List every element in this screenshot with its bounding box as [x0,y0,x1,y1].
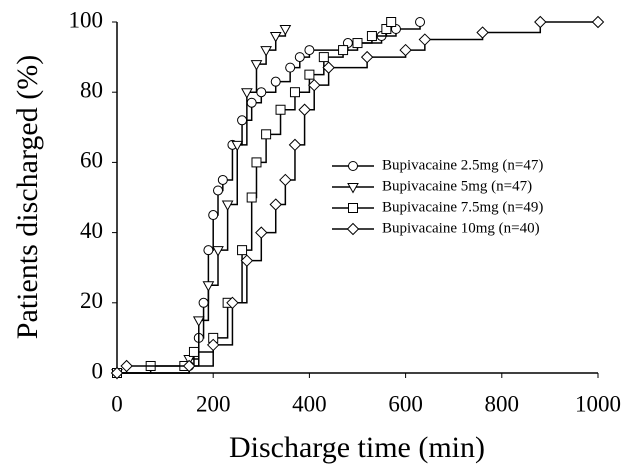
marker [206,338,220,352]
y-tick-label: 80 [80,77,103,102]
marker [275,104,286,115]
marker [237,115,248,126]
marker [270,76,281,87]
legend-marker [348,161,358,171]
y-tick-label: 0 [92,358,104,383]
marker [212,246,224,257]
marker [591,15,605,29]
x-tick-label: 0 [111,391,123,416]
y-tick-label: 100 [69,7,104,32]
marker [304,45,315,56]
marker [188,346,199,357]
marker [418,33,432,46]
marker [260,46,272,57]
marker [338,45,349,56]
marker [279,173,292,187]
marker [289,87,300,98]
marker [208,210,219,221]
y-tick-label: 60 [80,148,103,173]
legend-label: Bupivacaine 2.5mg (n=47) [382,157,543,173]
marker [237,245,248,256]
legend-label: Bupivacaine 7.5mg (n=49) [382,199,543,215]
marker [285,62,296,73]
marker [255,226,268,239]
marker [246,97,257,108]
marker [182,359,196,373]
legend-marker [347,183,359,194]
marker [110,366,124,380]
marker [476,26,489,39]
marker [202,281,215,292]
legend-marker [346,222,360,236]
marker [221,200,234,212]
marker [366,31,377,42]
legend-label: Bupivacaine 10mg (n=40) [382,220,540,236]
marker [318,52,329,63]
marker [226,296,239,310]
marker [217,174,228,185]
marker [240,254,254,267]
marker [352,38,363,49]
marker [399,43,412,57]
series-line [117,22,421,374]
marker [251,157,262,168]
series-line [117,21,598,374]
marker [203,245,214,256]
y-tick-label: 20 [80,288,103,313]
marker [120,359,133,373]
marker [308,78,321,92]
x-tick-label: 600 [388,391,423,416]
marker [288,138,302,152]
marker [415,17,426,27]
marker [386,17,397,27]
marker [231,140,244,152]
marker [534,15,547,29]
marker [294,52,305,63]
marker [304,69,315,80]
marker [269,32,282,43]
marker [322,61,335,74]
y-axis-label: Patients discharged (%) [11,55,44,339]
x-tick-label: 1000 [575,391,621,416]
marker [241,88,253,99]
x-axis-label: Discharge time (min) [229,431,485,464]
x-tick-label: 400 [292,391,327,416]
marker [250,60,263,71]
marker [261,129,272,140]
marker [256,87,267,98]
marker [360,50,374,64]
x-tick-label: 200 [196,391,231,416]
x-tick-label: 800 [485,391,520,416]
marker [198,297,209,308]
marker [213,185,224,196]
marker [246,192,257,203]
legend-marker [348,203,358,213]
marker [298,103,311,116]
marker [279,25,292,36]
marker [192,316,205,327]
marker [269,198,282,211]
y-tick-label: 40 [80,218,103,243]
legend-label: Bupivacaine 5mg (n=47) [382,178,532,194]
